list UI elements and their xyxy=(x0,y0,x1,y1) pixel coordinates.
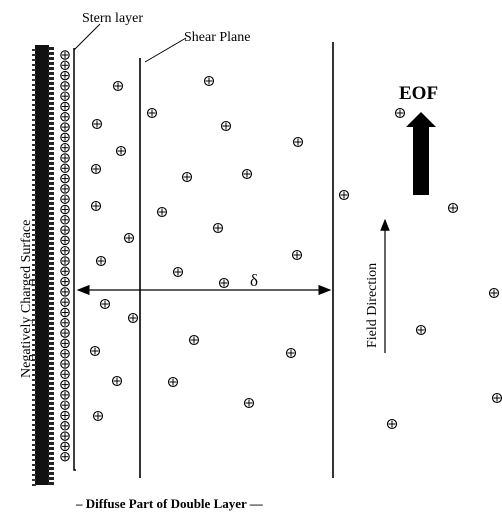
positive-ion-icon xyxy=(60,50,70,60)
positive-ion-icon xyxy=(220,120,232,132)
positive-ion-icon xyxy=(90,200,102,212)
positive-ion-icon xyxy=(60,235,70,246)
positive-ion-icon xyxy=(127,312,139,324)
positive-ion-icon xyxy=(60,204,70,215)
stern-layer-boundary xyxy=(73,48,76,471)
charged-surface-band xyxy=(35,45,49,485)
positive-ion-icon xyxy=(60,194,70,204)
positive-ion-icon xyxy=(60,287,70,297)
positive-ion-icon xyxy=(60,122,70,132)
eof-label: EOF xyxy=(399,83,438,104)
positive-ion-icon xyxy=(60,379,70,390)
positive-ion-icon xyxy=(60,112,70,122)
positive-ion-icon xyxy=(60,132,70,143)
positive-ion-icon xyxy=(92,410,104,422)
positive-ion-icon xyxy=(60,328,70,338)
positive-ion-icon xyxy=(292,136,304,148)
positive-ion-icon xyxy=(181,171,193,183)
positive-ion-icon xyxy=(338,189,350,201)
eof-arrow-icon xyxy=(406,112,436,195)
positive-ion-icon xyxy=(60,184,70,194)
positive-ion-icon xyxy=(99,298,111,310)
positive-ion-icon xyxy=(167,376,179,388)
shear-plane-leader xyxy=(144,37,187,63)
positive-ion-icon xyxy=(60,451,70,462)
positive-ion-icon xyxy=(60,441,70,452)
stern-layer-leader xyxy=(73,23,101,51)
positive-ion-icon xyxy=(112,80,124,92)
positive-ion-icon xyxy=(203,75,215,87)
positive-ion-icon xyxy=(60,410,70,421)
positive-ion-icon xyxy=(111,375,123,387)
positive-ion-icon xyxy=(60,318,70,328)
positive-ion-icon xyxy=(156,206,168,218)
stern-layer-ions xyxy=(60,50,70,462)
field-direction-label: Field Direction xyxy=(365,263,380,348)
positive-ion-icon xyxy=(60,256,70,266)
positive-ion-icon xyxy=(291,249,303,261)
positive-ion-icon xyxy=(60,142,70,153)
positive-ion-icon xyxy=(60,91,70,101)
positive-ion-icon xyxy=(60,60,70,71)
positive-ion-icon xyxy=(123,232,135,244)
positive-ion-icon xyxy=(146,107,158,119)
positive-ion-icon xyxy=(488,287,500,299)
positive-ion-icon xyxy=(60,215,70,225)
positive-ion-icon xyxy=(60,431,70,441)
positive-ion-icon xyxy=(172,266,184,278)
positive-ion-icon xyxy=(491,392,502,404)
positive-ion-icon xyxy=(394,107,406,119)
positive-ion-icon xyxy=(60,153,70,163)
positive-ion-icon xyxy=(60,225,70,235)
positive-ion-icon xyxy=(60,173,70,184)
positive-ion-icon xyxy=(90,163,102,175)
positive-ion-icon xyxy=(60,163,70,174)
positive-ion-icon xyxy=(212,222,224,234)
positive-ion-icon xyxy=(60,390,70,400)
positive-ion-icon xyxy=(188,334,200,346)
positive-ion-icon xyxy=(60,369,70,380)
positive-ion-icon xyxy=(60,348,70,359)
diffuse-ions xyxy=(89,75,502,430)
positive-ion-icon xyxy=(60,338,70,349)
positive-ion-icon xyxy=(60,276,70,287)
positive-ion-icon xyxy=(115,145,127,157)
diffuse-layer-label: – Diffuse Part of Double Layer — xyxy=(75,496,264,511)
positive-ion-icon xyxy=(285,347,297,359)
positive-ion-icon xyxy=(60,101,70,112)
positive-ion-icon xyxy=(60,307,70,318)
surface-texture xyxy=(32,47,54,486)
positive-ion-icon xyxy=(243,397,255,409)
positive-ion-icon xyxy=(60,70,70,81)
positive-ion-icon xyxy=(60,245,70,256)
delta-label: δ xyxy=(250,271,258,290)
positive-ion-icon xyxy=(89,345,101,357)
positive-ion-icon xyxy=(447,202,459,214)
positive-ion-icon xyxy=(60,359,70,369)
positive-ion-icon xyxy=(91,118,103,130)
positive-ion-icon xyxy=(60,400,70,410)
positive-ion-icon xyxy=(60,266,70,277)
positive-ion-icon xyxy=(415,324,427,336)
positive-ion-icon xyxy=(60,81,70,91)
positive-ion-icon xyxy=(95,255,107,267)
positive-ion-icon xyxy=(60,421,70,431)
surface-label: Negatively Charged Surface xyxy=(19,220,34,378)
shear-plane-label: Shear Plane xyxy=(184,30,250,45)
positive-ion-icon xyxy=(218,277,230,289)
positive-ion-icon xyxy=(386,418,398,430)
positive-ion-icon xyxy=(60,297,70,307)
positive-ion-icon xyxy=(241,168,253,180)
stern-layer-label: Stern layer xyxy=(82,11,143,26)
